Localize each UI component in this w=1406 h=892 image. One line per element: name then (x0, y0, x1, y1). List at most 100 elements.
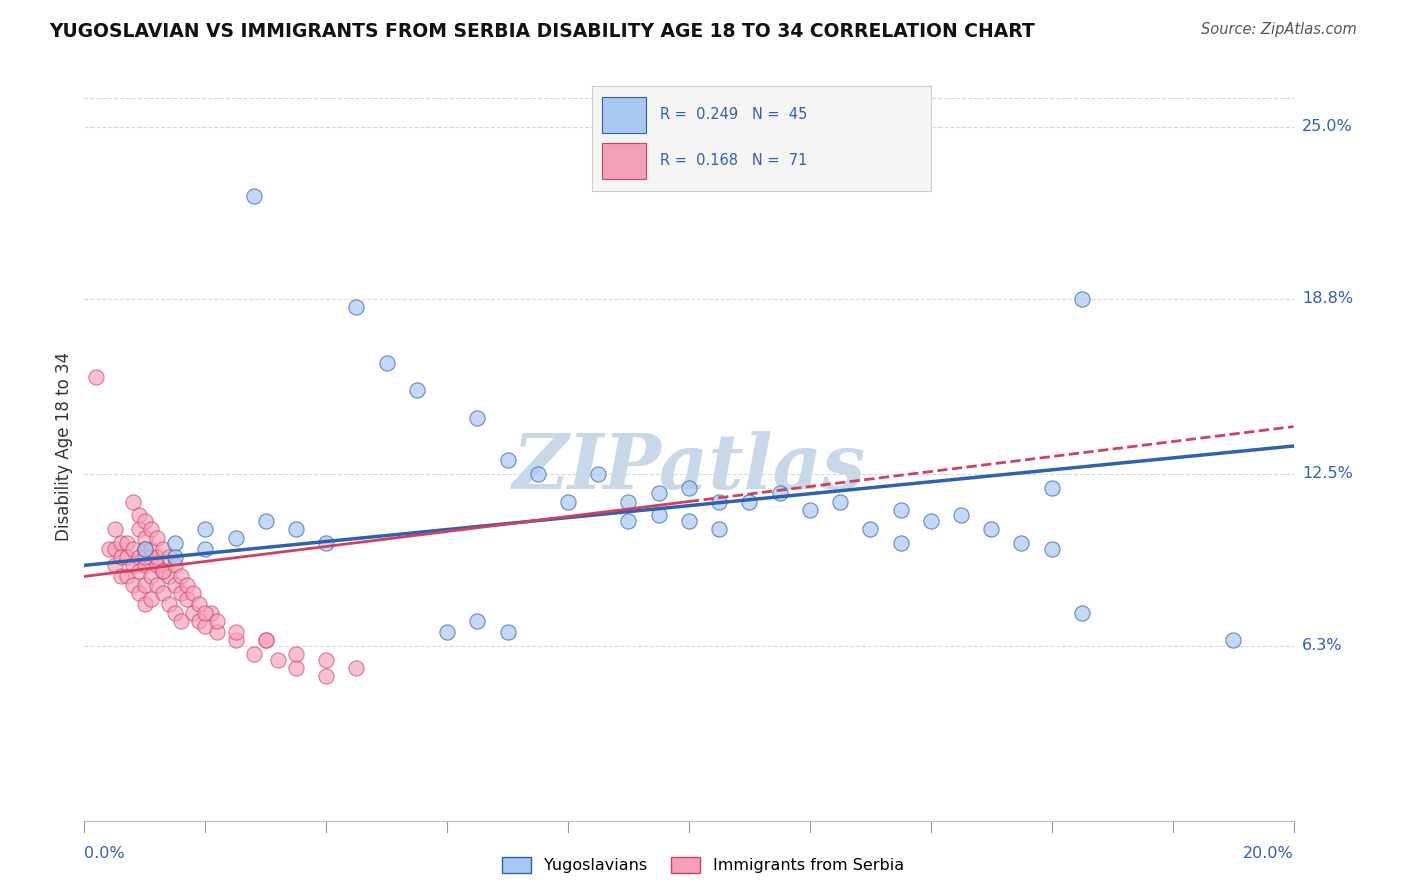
Text: 6.3%: 6.3% (1302, 639, 1343, 653)
Point (121, 494, 143, 508)
Point (170, 614, 193, 628)
Point (1222, 633, 1244, 648)
Point (496, 453, 519, 467)
Point (134, 541, 156, 556)
Point (139, 591, 162, 606)
Point (648, 486, 671, 500)
Point (110, 549, 132, 564)
Point (181, 586, 204, 600)
Point (128, 586, 150, 600)
Point (890, 536, 912, 550)
Text: 18.8%: 18.8% (1302, 292, 1353, 307)
Point (890, 503, 912, 517)
Point (128, 564, 150, 578)
Point (104, 558, 127, 573)
Point (128, 508, 150, 523)
Point (165, 558, 187, 573)
Point (709, 522, 731, 536)
Point (830, 494, 852, 508)
Point (134, 549, 156, 564)
Point (950, 508, 973, 523)
Point (110, 569, 132, 583)
Text: Source: ZipAtlas.com: Source: ZipAtlas.com (1201, 22, 1357, 37)
Point (207, 614, 229, 628)
Point (134, 514, 156, 528)
Point (139, 522, 162, 536)
Point (157, 549, 180, 564)
Point (115, 549, 138, 564)
Point (104, 541, 127, 556)
Point (346, 661, 368, 675)
Point (134, 531, 156, 545)
Point (146, 549, 169, 564)
Point (254, 633, 277, 648)
Point (139, 549, 162, 564)
Point (1040, 541, 1063, 556)
Point (496, 624, 519, 639)
Point (152, 586, 174, 600)
Point (200, 606, 222, 620)
Point (315, 653, 337, 667)
Point (134, 558, 156, 573)
Point (194, 541, 217, 556)
Point (1040, 481, 1063, 495)
Legend: Yugoslavians, Immigrants from Serbia: Yugoslavians, Immigrants from Serbia (496, 850, 910, 880)
Point (152, 541, 174, 556)
Point (165, 606, 187, 620)
Point (617, 514, 640, 528)
Point (225, 633, 247, 648)
Point (146, 531, 169, 545)
Point (980, 522, 1002, 536)
Point (467, 411, 489, 425)
Text: 12.5%: 12.5% (1302, 467, 1353, 482)
Point (134, 541, 156, 556)
Point (267, 653, 290, 667)
Point (527, 467, 550, 481)
Point (165, 536, 187, 550)
Y-axis label: Disability Age 18 to 34: Disability Age 18 to 34 (55, 351, 73, 541)
Point (194, 606, 217, 620)
Point (134, 597, 156, 611)
Text: ZIPatlas: ZIPatlas (512, 432, 866, 506)
Point (176, 591, 198, 606)
Point (588, 467, 610, 481)
Point (176, 578, 198, 592)
Point (557, 494, 579, 508)
Point (152, 564, 174, 578)
Point (157, 597, 180, 611)
Text: 25.0%: 25.0% (1302, 120, 1353, 135)
Point (315, 536, 337, 550)
Point (104, 522, 127, 536)
Point (194, 522, 217, 536)
Point (139, 541, 162, 556)
Point (86, 369, 108, 384)
Point (128, 522, 150, 536)
Point (121, 541, 143, 556)
Point (920, 514, 942, 528)
Point (165, 549, 187, 564)
Point (152, 564, 174, 578)
Point (242, 647, 264, 661)
Point (139, 569, 162, 583)
Point (617, 494, 640, 508)
Point (146, 558, 169, 573)
Point (254, 633, 277, 648)
Point (121, 578, 143, 592)
Point (738, 494, 761, 508)
Point (285, 647, 308, 661)
Point (170, 569, 193, 583)
Point (859, 522, 882, 536)
Point (1011, 536, 1033, 550)
Point (346, 300, 368, 314)
Point (1071, 606, 1094, 620)
Point (181, 606, 204, 620)
Point (134, 578, 156, 592)
Point (165, 578, 187, 592)
Point (225, 531, 247, 545)
Point (242, 189, 264, 203)
Text: YUGOSLAVIAN VS IMMIGRANTS FROM SERBIA DISABILITY AGE 18 TO 34 CORRELATION CHART: YUGOSLAVIAN VS IMMIGRANTS FROM SERBIA DI… (49, 22, 1035, 41)
Point (115, 536, 138, 550)
Point (678, 514, 700, 528)
Point (285, 661, 308, 675)
Point (128, 549, 150, 564)
